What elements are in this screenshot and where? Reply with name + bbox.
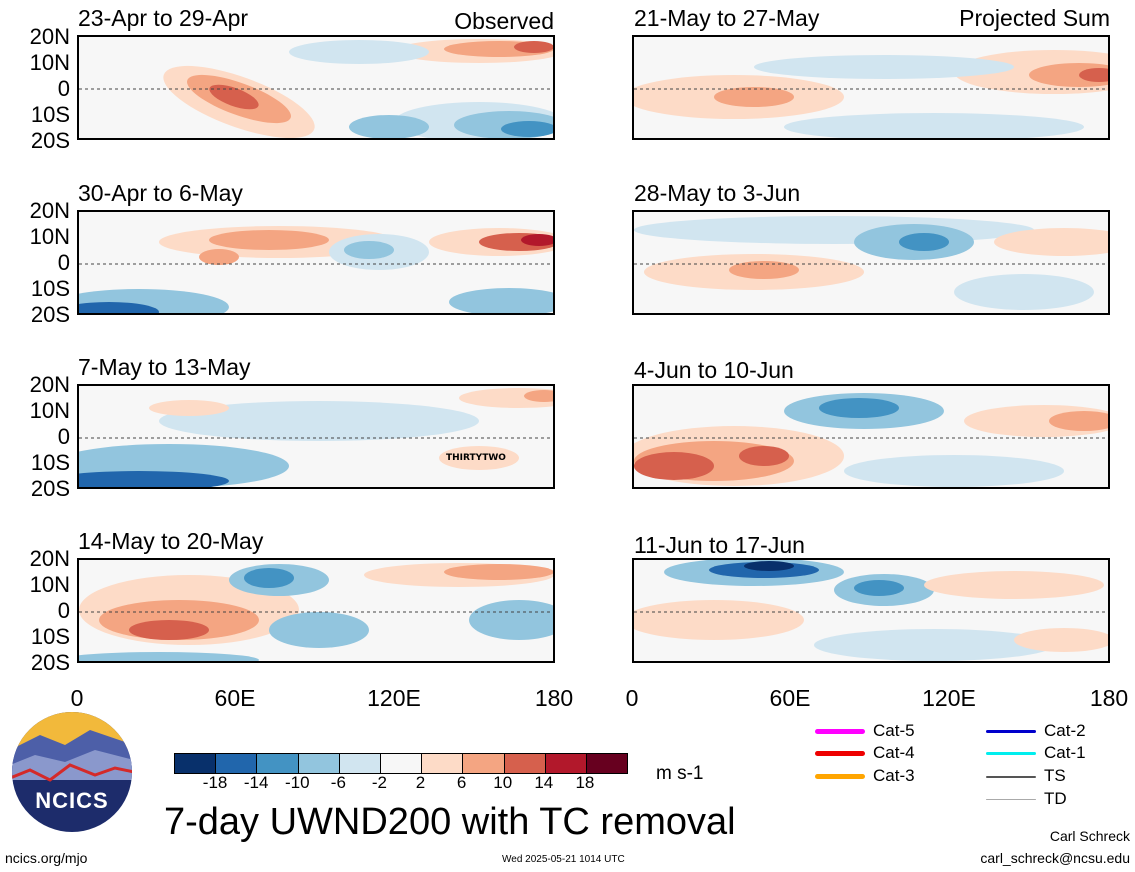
lat-label-20n: 20N <box>29 546 70 571</box>
colorbar-swatch <box>257 754 299 773</box>
lat-label-10n: 10N <box>29 572 70 597</box>
legend-line <box>815 751 865 757</box>
lat-label-20s: 20S <box>30 650 70 675</box>
colorbar-swatch <box>422 754 464 773</box>
units-label: m s-1 <box>656 763 704 784</box>
lon-label-0: 0 <box>625 685 639 711</box>
colorbar-tick-label: 14 <box>534 773 554 792</box>
panel-title-6: 28-May to 3-Jun <box>634 180 801 206</box>
lat-label-10s: 10S <box>30 624 70 649</box>
colorbar-tick-label: 18 <box>575 773 595 792</box>
legend-item-cat3: Cat-3 <box>815 766 915 786</box>
lat-label-20s: 20S <box>30 476 70 501</box>
logo-text: NCICS <box>35 788 109 813</box>
legend-line <box>986 799 1036 801</box>
panel-tag-observed: Observed <box>454 8 554 34</box>
colorbar-swatch <box>504 754 546 773</box>
map-panel-6 <box>632 210 1110 315</box>
lon-label-0: 0 <box>70 685 84 711</box>
panel-title-2: 30-Apr to 6-May <box>78 180 243 206</box>
map-panel-3: THIRTYTWO <box>77 384 555 489</box>
lat-label-20n: 20N <box>29 198 70 223</box>
colorbar-swatch <box>463 754 505 773</box>
map-panel-7 <box>632 384 1110 489</box>
map-panel-2 <box>77 210 555 315</box>
legend-item-ts: TS <box>986 766 1066 786</box>
legend-line <box>986 730 1036 734</box>
lat-label-10s: 10S <box>30 276 70 301</box>
colorbar-tick-label: -14 <box>243 773 269 792</box>
legend-item-cat5: Cat-5 <box>815 721 915 741</box>
colorbar-tick-label: -10 <box>284 773 310 792</box>
map-panel-8 <box>632 558 1110 663</box>
panel-tag-projected: Projected Sum <box>959 5 1110 31</box>
main-title: 7-day UWND200 with TC removal <box>164 801 736 843</box>
legend-line <box>815 729 865 735</box>
colorbar-swatch <box>380 754 423 773</box>
legend-item-cat2: Cat-2 <box>986 721 1086 741</box>
colorbar-swatch <box>339 754 381 773</box>
map-panel-4 <box>77 558 555 663</box>
panel-title-4: 14-May to 20-May <box>78 528 264 554</box>
legend-line <box>986 775 1036 778</box>
storm-label: THIRTYTWO <box>446 453 506 463</box>
colorbar-swatch <box>545 754 587 773</box>
lat-label-10n: 10N <box>29 398 70 423</box>
timestamp: Wed 2025-05-21 1014 UTC <box>502 854 625 865</box>
panel-title-8: 11-Jun to 17-Jun <box>634 532 805 558</box>
lat-label-20n: 20N <box>29 372 70 397</box>
legend-item-cat1: Cat-1 <box>986 743 1086 763</box>
panel-title-5: 21-May to 27-May <box>634 5 820 31</box>
map-panel-1 <box>77 35 555 140</box>
lat-label-20s: 20S <box>30 302 70 327</box>
colorbar-swatch <box>216 754 258 773</box>
legend-line <box>986 752 1036 756</box>
colorbar-tick-label: 10 <box>493 773 513 792</box>
ncics-logo: NCICS <box>10 710 134 834</box>
panel-title-3: 7-May to 13-May <box>78 354 251 380</box>
colorbar-tick-label: 6 <box>456 773 467 792</box>
email: carl_schreck@ncsu.edu <box>980 850 1130 866</box>
lat-label-0: 0 <box>57 250 70 275</box>
legend-item-cat4: Cat-4 <box>815 743 915 763</box>
lon-label-120e: 120E <box>922 685 976 711</box>
lat-label-20n: 20N <box>29 24 70 49</box>
colorbar-swatch <box>586 754 628 773</box>
lat-label-0: 0 <box>57 424 70 449</box>
lat-label-10n: 10N <box>29 224 70 249</box>
colorbar-tick-label: 2 <box>415 773 426 792</box>
lat-label-0: 0 <box>57 598 70 623</box>
lon-label-180: 180 <box>1089 685 1129 711</box>
colorbar-tick-label: -18 <box>202 773 228 792</box>
map-panel-5 <box>632 35 1110 140</box>
panel-title-1: 23-Apr to 29-Apr <box>78 5 249 31</box>
lat-label-20s: 20S <box>30 128 70 153</box>
colorbar <box>174 753 628 774</box>
lat-label-10s: 10S <box>30 102 70 127</box>
lon-label-120e: 120E <box>367 685 421 711</box>
legend-line <box>815 774 865 780</box>
colorbar-tick-label: -2 <box>371 773 388 792</box>
lon-label-180: 180 <box>534 685 574 711</box>
lat-label-0: 0 <box>57 76 70 101</box>
colorbar-tick-label: -6 <box>330 773 346 792</box>
panel-title-7: 4-Jun to 10-Jun <box>634 357 794 383</box>
author: Carl Schreck <box>1049 828 1130 844</box>
colorbar-swatch <box>298 754 340 773</box>
lat-label-10n: 10N <box>29 50 70 75</box>
lon-label-60e: 60E <box>214 685 256 711</box>
site-link[interactable]: ncics.org/mjo <box>5 850 88 866</box>
colorbar-swatch <box>175 754 217 773</box>
legend-item-td: TD <box>986 789 1067 809</box>
lat-label-10s: 10S <box>30 450 70 475</box>
lon-label-60e: 60E <box>769 685 811 711</box>
